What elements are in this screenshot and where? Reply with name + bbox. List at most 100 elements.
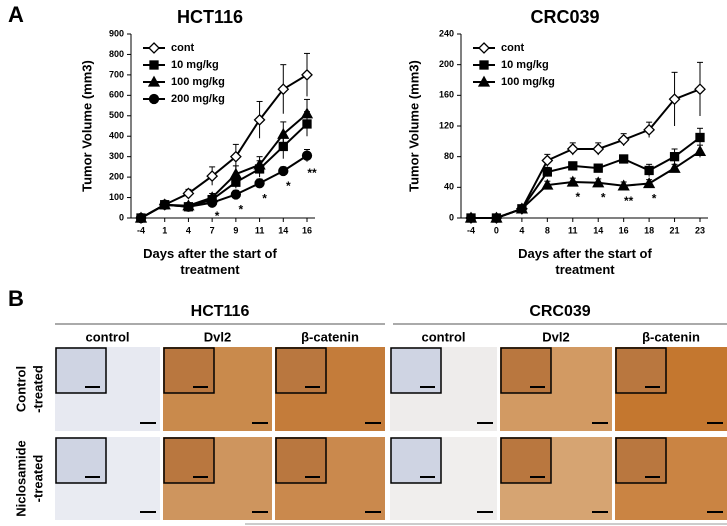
- x-tick-label: 11: [568, 225, 578, 235]
- marker: [566, 175, 579, 187]
- inset: [615, 347, 667, 394]
- row-label: Niclosamide: [13, 440, 28, 517]
- marker: [593, 163, 603, 173]
- column-label: β-catenin: [642, 329, 700, 344]
- marker: [206, 197, 218, 208]
- x-tick-label: 16: [302, 225, 312, 235]
- marker: [135, 212, 147, 224]
- x-axis-label: Days after the start of treatment: [518, 246, 652, 277]
- marker: [254, 178, 265, 189]
- significance-mark: *: [601, 191, 606, 205]
- marker: [147, 75, 161, 87]
- significance-mark: **: [624, 194, 634, 208]
- y-tick-label: 300: [109, 151, 124, 161]
- marker: [617, 133, 630, 146]
- x-tick-label: 14: [278, 225, 288, 235]
- x-axis-label: Days after the start of treatment: [143, 246, 277, 277]
- inset: [55, 347, 107, 394]
- y-tick-label: 100: [109, 192, 124, 202]
- y-tick-label: 120: [439, 120, 454, 130]
- y-axis-label: Tumor Volume (mm3): [79, 60, 94, 192]
- y-tick-label: 200: [109, 171, 124, 181]
- x-tick-label: -4: [137, 225, 145, 235]
- marker: [477, 75, 491, 87]
- x-tick-label: 7: [210, 225, 215, 235]
- chart-title: HCT116: [177, 7, 243, 27]
- marker: [253, 113, 266, 126]
- legend-label: 200 mg/kg: [171, 93, 225, 105]
- y-tick-label: 0: [119, 212, 124, 222]
- inset: [500, 437, 552, 484]
- significance-mark: *: [575, 190, 580, 204]
- x-tick-label: 0: [494, 225, 499, 235]
- marker: [619, 154, 629, 164]
- legend-label: 10 mg/kg: [171, 59, 219, 71]
- x-tick-label: 9: [233, 225, 238, 235]
- chart-title: CRC039: [530, 7, 599, 27]
- inset: [163, 437, 215, 484]
- significance-mark: *: [286, 179, 291, 193]
- inset: [390, 347, 442, 394]
- y-tick-label: 500: [109, 110, 124, 120]
- legend-label: 100 mg/kg: [171, 76, 225, 88]
- marker: [693, 144, 707, 156]
- significance-mark: *: [215, 209, 220, 223]
- marker: [206, 170, 219, 183]
- marker: [592, 176, 605, 188]
- marker: [148, 42, 160, 54]
- marker: [159, 199, 170, 210]
- column-label: Dvl2: [204, 329, 231, 344]
- marker: [300, 107, 314, 119]
- marker: [644, 165, 654, 176]
- marker: [643, 177, 656, 189]
- marker: [694, 83, 706, 96]
- x-tick-label: 14: [593, 225, 603, 235]
- marker: [301, 150, 313, 161]
- marker: [301, 68, 313, 81]
- y-tick-label: 600: [109, 90, 124, 100]
- inset: [163, 347, 215, 394]
- marker: [277, 83, 290, 96]
- y-tick-label: 800: [109, 49, 124, 59]
- x-tick-label: 23: [695, 225, 705, 235]
- x-tick-label: 1: [162, 225, 167, 235]
- marker: [668, 161, 681, 173]
- x-tick-label: 8: [545, 225, 550, 235]
- series-line: [471, 150, 701, 219]
- marker: [230, 189, 242, 200]
- inset: [55, 437, 107, 484]
- marker: [182, 187, 195, 200]
- inset: [275, 437, 327, 484]
- y-tick-label: 400: [109, 131, 124, 141]
- inset: [275, 347, 327, 394]
- marker: [695, 132, 705, 143]
- marker: [229, 167, 242, 179]
- marker: [617, 179, 630, 191]
- column-label: control: [421, 329, 465, 344]
- y-tick-label: 700: [109, 69, 124, 79]
- marker: [229, 150, 242, 163]
- y-tick-label: 900: [109, 28, 124, 38]
- marker: [541, 154, 554, 167]
- y-axis-label: Tumor Volume (mm3): [406, 60, 421, 192]
- marker: [568, 161, 578, 171]
- marker: [669, 152, 680, 162]
- y-tick-label: 200: [439, 59, 454, 69]
- significance-mark: *: [262, 192, 267, 206]
- marker: [148, 93, 160, 105]
- marker: [566, 143, 579, 155]
- row-label: -treated: [30, 365, 45, 413]
- panel-label: A: [8, 2, 24, 27]
- legend-label: 100 mg/kg: [501, 76, 555, 88]
- x-tick-label: 21: [670, 225, 680, 235]
- marker: [478, 42, 490, 54]
- marker: [231, 177, 241, 187]
- legend-label: cont: [171, 42, 195, 54]
- x-tick-label: -4: [467, 225, 475, 235]
- panel-label: B: [8, 286, 24, 311]
- marker: [490, 211, 503, 223]
- marker: [277, 127, 290, 139]
- inset: [615, 437, 667, 484]
